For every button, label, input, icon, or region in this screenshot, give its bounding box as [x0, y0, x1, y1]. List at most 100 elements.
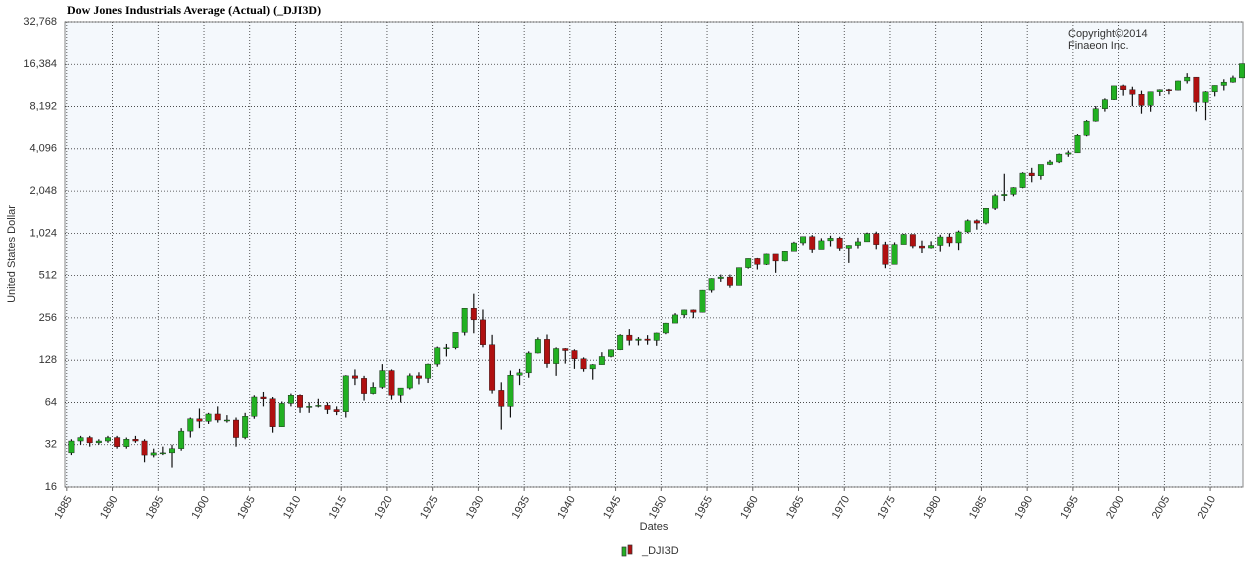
candle-body — [461, 308, 468, 333]
candle-body — [937, 236, 944, 246]
candle-body — [891, 244, 898, 265]
candle-body — [223, 419, 230, 422]
x-tick-label: 1900 — [189, 494, 212, 521]
candle-body — [644, 338, 651, 341]
candle-body — [809, 236, 816, 250]
candle-body — [772, 253, 779, 262]
candle-body — [187, 418, 194, 432]
legend-icon — [627, 544, 633, 555]
candle-body — [873, 233, 880, 245]
candle-body — [534, 339, 541, 354]
y-tick-label: 8,192 — [29, 100, 57, 112]
candle-body — [681, 309, 688, 316]
candle-body — [800, 236, 807, 244]
candle-body — [992, 195, 999, 209]
legend-icon — [621, 546, 627, 557]
candle-body — [717, 276, 724, 279]
candle-body — [855, 241, 861, 246]
candle-body — [726, 276, 733, 286]
candle-body — [745, 258, 752, 268]
candle-body — [544, 339, 550, 364]
x-tick-label: 1990 — [1013, 494, 1036, 521]
candle-body — [525, 352, 532, 374]
candle-body — [233, 419, 239, 438]
candle-body — [269, 398, 276, 427]
x-tick-label: 1935 — [510, 494, 533, 521]
candle-body — [1175, 80, 1182, 91]
candle-body — [1156, 89, 1163, 92]
candle-body — [95, 440, 102, 444]
x-tick-label: 1955 — [693, 494, 716, 521]
candles — [68, 63, 1245, 468]
candle-body — [1101, 99, 1108, 109]
candle-body — [105, 437, 111, 442]
x-tick-label: 1950 — [647, 494, 670, 521]
candle-body — [955, 231, 962, 244]
candle-body — [214, 413, 221, 421]
candle-body — [1056, 153, 1063, 163]
candle-body — [882, 244, 889, 265]
x-tick-label: 1985 — [967, 494, 990, 521]
candle-body — [516, 372, 523, 376]
candle-body — [278, 403, 285, 427]
grid — [65, 21, 1243, 488]
chart-title: Dow Jones Industrials Average (Actual) (… — [67, 3, 321, 17]
x-tick-label: 1965 — [784, 494, 807, 521]
candle-body — [662, 322, 669, 334]
candle-body — [1202, 91, 1209, 103]
y-tick-label: 32 — [45, 439, 57, 451]
x-tick-label: 1945 — [601, 494, 624, 521]
candle-body — [498, 390, 505, 407]
candle-body — [1211, 85, 1218, 93]
x-axis-label: Dates — [640, 521, 669, 533]
candle-body — [1165, 89, 1172, 91]
candle-body — [287, 395, 294, 404]
candle-body — [324, 405, 331, 410]
candle-body — [416, 375, 422, 379]
candle-body — [653, 332, 660, 341]
candle-body — [68, 440, 75, 454]
candle-body — [425, 363, 432, 379]
y-tick-label: 4,096 — [29, 143, 57, 155]
candle-body — [983, 208, 989, 224]
candle-body — [452, 332, 459, 348]
candle-body — [251, 396, 258, 417]
candle-body — [836, 238, 843, 249]
candle-body — [379, 370, 386, 388]
candle-body — [1074, 135, 1081, 154]
candle-body — [1092, 108, 1099, 122]
candle-body — [361, 378, 368, 394]
y-tick-label: 128 — [39, 354, 57, 366]
x-tick-label: 1995 — [1058, 494, 1081, 521]
candle-body — [1028, 172, 1035, 176]
x-tick-label: 1890 — [98, 494, 121, 521]
candle-body — [1010, 187, 1017, 195]
candle-body — [470, 308, 477, 321]
candle-body — [178, 430, 185, 449]
candle-body — [1239, 63, 1245, 79]
candle-body — [77, 437, 84, 442]
candle-body — [608, 349, 614, 357]
x-tick-label: 1895 — [144, 494, 167, 521]
x-tick-label: 1940 — [555, 494, 578, 521]
candle-body — [562, 348, 569, 351]
candle-body — [141, 440, 148, 456]
candle-body — [909, 234, 916, 247]
candle-body — [86, 437, 93, 444]
candle-body — [1193, 76, 1200, 103]
candle-body — [736, 267, 743, 286]
y-tick-label: 16 — [45, 481, 57, 493]
candle-body — [1111, 85, 1117, 100]
candle-body — [946, 236, 953, 244]
candle-body — [598, 356, 605, 365]
candle-body — [169, 448, 175, 454]
x-tick-label: 1915 — [327, 494, 350, 521]
y-tick-label: 2,048 — [29, 185, 57, 197]
x-tick-label: 1960 — [738, 494, 761, 521]
candle-body — [159, 452, 166, 455]
x-tick-label: 1925 — [418, 494, 441, 521]
x-tick-label: 1905 — [235, 494, 258, 521]
x-tick-label: 1970 — [830, 494, 853, 521]
candle-body — [790, 242, 797, 252]
